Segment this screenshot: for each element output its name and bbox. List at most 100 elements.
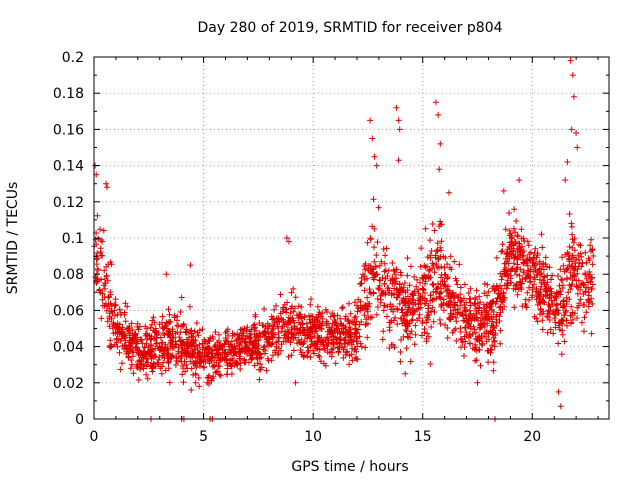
data-point: [106, 323, 113, 330]
data-point: [143, 355, 150, 362]
data-point: [237, 360, 244, 367]
data-point: [295, 336, 302, 343]
data-point: [539, 298, 546, 305]
x-tick-label: 15: [414, 429, 432, 445]
data-point: [122, 300, 129, 307]
data-point: [466, 296, 473, 303]
y-tick-label: 0.02: [53, 376, 84, 392]
data-point: [481, 330, 488, 337]
data-point: [227, 361, 234, 367]
data-point: [430, 282, 437, 288]
data-point: [175, 322, 182, 329]
data-point: [496, 304, 503, 311]
data-point: [227, 349, 234, 356]
data-point: [290, 317, 297, 324]
data-point: [94, 278, 100, 285]
data-point: [283, 338, 289, 345]
data-point: [408, 317, 415, 324]
data-point: [514, 291, 521, 298]
data-point: [201, 364, 207, 371]
data-point: [514, 233, 521, 240]
data-point: [257, 351, 264, 358]
data-point: [191, 350, 198, 357]
data-point: [511, 206, 518, 213]
data-point: [369, 314, 375, 321]
data-point: [140, 365, 147, 372]
data-point: [216, 331, 222, 338]
data-point: [524, 271, 531, 278]
data-point: [502, 226, 509, 233]
data-point: [569, 309, 576, 316]
data-point: [502, 264, 509, 271]
data-point: [355, 326, 362, 333]
data-point: [150, 314, 157, 321]
data-point: [412, 300, 419, 307]
data-point: [261, 330, 267, 337]
data-point: [307, 343, 314, 350]
data-point: [429, 304, 436, 311]
data-point: [507, 230, 514, 237]
data-point: [407, 330, 413, 337]
data-point: [487, 303, 494, 309]
data-point: [362, 321, 369, 328]
data-point: [324, 309, 330, 315]
data-point: [402, 370, 409, 377]
data-point: [568, 319, 575, 326]
data-point: [380, 307, 387, 314]
data-point: [354, 308, 361, 315]
data-point: [318, 334, 325, 341]
data-point: [403, 319, 410, 325]
data-point: [211, 362, 217, 369]
data-point: [209, 375, 216, 382]
data-point: [431, 309, 438, 315]
data-point: [213, 368, 220, 375]
data-point: [466, 340, 473, 347]
data-point: [348, 351, 355, 358]
data-point: [588, 248, 594, 255]
data-point: [407, 358, 414, 365]
data-point: [305, 347, 312, 354]
data-point: [436, 316, 443, 323]
data-point: [141, 348, 148, 355]
data-point: [446, 189, 452, 196]
data-point: [307, 301, 314, 308]
data-point: [374, 295, 381, 302]
data-point: [201, 352, 208, 359]
data-point: [216, 371, 223, 378]
data-point: [165, 347, 172, 353]
data-point: [431, 269, 438, 276]
data-point: [520, 259, 527, 266]
data-point: [417, 299, 424, 306]
data-point: [544, 329, 551, 336]
data-point: [586, 268, 593, 275]
data-point: [435, 264, 442, 271]
data-point: [422, 274, 429, 281]
data-point: [172, 362, 179, 368]
data-point: [534, 272, 541, 278]
data-point: [285, 320, 292, 327]
data-point: [416, 311, 423, 318]
data-point: [336, 336, 342, 343]
data-point: [532, 245, 539, 252]
data-point: [354, 343, 361, 350]
data-point: [396, 281, 403, 288]
data-point: [363, 302, 369, 309]
data-point: [436, 166, 443, 173]
data-point: [574, 290, 581, 297]
data-point: [196, 383, 203, 390]
data-point: [524, 238, 531, 245]
data-point: [444, 261, 451, 268]
data-point: [240, 328, 247, 335]
data-point: [129, 347, 136, 354]
data-point: [561, 268, 568, 275]
data-point: [589, 281, 596, 288]
data-point: [539, 326, 546, 333]
data-point: [229, 332, 236, 339]
data-point: [223, 338, 230, 345]
data-point: [378, 258, 385, 265]
data-point: [237, 366, 244, 372]
data-point: [516, 245, 523, 252]
data-point: [216, 363, 223, 370]
data-point: [304, 344, 311, 351]
data-point: [454, 306, 461, 312]
